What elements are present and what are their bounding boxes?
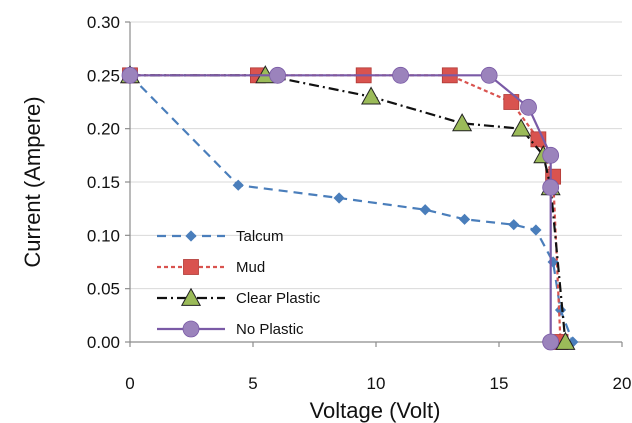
series-line-mud xyxy=(130,74,562,343)
data-point-talcum xyxy=(333,192,345,204)
data-point-no-plastic xyxy=(542,333,560,351)
series-no-plastic xyxy=(121,66,560,351)
legend-label: Talcum xyxy=(236,228,284,245)
y-tick-label: 0.30 xyxy=(87,13,120,32)
y-tick-label: 0.10 xyxy=(87,226,120,245)
y-axis-ticks: 0.00 0.05 0.10 0.15 0.20 0.25 0.30 xyxy=(87,13,130,352)
data-point-clear-plastic xyxy=(511,118,532,137)
legend-label: Mud xyxy=(236,259,265,276)
data-point-clear-plastic xyxy=(452,113,473,132)
series-line-talcum xyxy=(129,74,574,343)
data-point-talcum xyxy=(458,213,471,225)
legend-swatch-marker xyxy=(183,259,199,275)
legend-swatch-marker xyxy=(185,230,197,242)
data-point-no-plastic xyxy=(269,66,287,84)
legend-swatch-marker xyxy=(180,287,202,306)
x-tick-label: 0 xyxy=(125,374,134,393)
y-axis-title: Current (Ampere) xyxy=(20,96,45,267)
y-tick-label: 0.00 xyxy=(87,333,120,352)
y-tick-label: 0.15 xyxy=(87,173,120,192)
data-series xyxy=(119,65,579,351)
x-axis-title: Voltage (Volt) xyxy=(310,398,441,423)
y-tick-label: 0.25 xyxy=(87,66,120,85)
x-axis-ticks: 0 5 10 15 20 xyxy=(125,342,631,393)
legend-label: No Plastic xyxy=(236,321,304,338)
legend-item-mud: Mud xyxy=(157,259,265,276)
data-point-talcum xyxy=(554,304,567,316)
legend-item-no-plastic: No Plastic xyxy=(157,320,304,338)
data-point-no-plastic xyxy=(392,66,410,84)
data-point-clear-plastic xyxy=(555,331,576,350)
y-tick-label: 0.05 xyxy=(87,280,120,299)
legend-label: Clear Plastic xyxy=(236,290,321,307)
data-point-no-plastic xyxy=(542,146,560,164)
data-point-no-plastic xyxy=(520,98,537,116)
legend: Talcum Mud Clear Plastic No Plastic xyxy=(157,228,321,338)
x-tick-label: 15 xyxy=(490,374,509,393)
data-point-talcum xyxy=(232,179,244,191)
series-talcum xyxy=(124,69,579,348)
series-mud xyxy=(122,67,569,350)
legend-item-talcum: Talcum xyxy=(157,228,284,245)
x-tick-label: 20 xyxy=(613,374,632,393)
legend-item-clear-plastic: Clear Plastic xyxy=(157,287,321,307)
data-point-talcum xyxy=(530,224,542,236)
series-line-clear-plastic xyxy=(130,74,567,343)
data-point-talcum xyxy=(508,219,520,231)
x-tick-label: 10 xyxy=(367,374,386,393)
y-tick-label: 0.20 xyxy=(87,120,120,139)
data-point-talcum xyxy=(419,204,431,216)
data-point-no-plastic xyxy=(542,178,560,196)
data-point-no-plastic xyxy=(121,66,139,84)
x-tick-label: 5 xyxy=(248,374,257,393)
data-point-clear-plastic xyxy=(361,86,382,105)
legend-swatch-marker xyxy=(182,320,200,338)
data-point-no-plastic xyxy=(480,66,498,84)
